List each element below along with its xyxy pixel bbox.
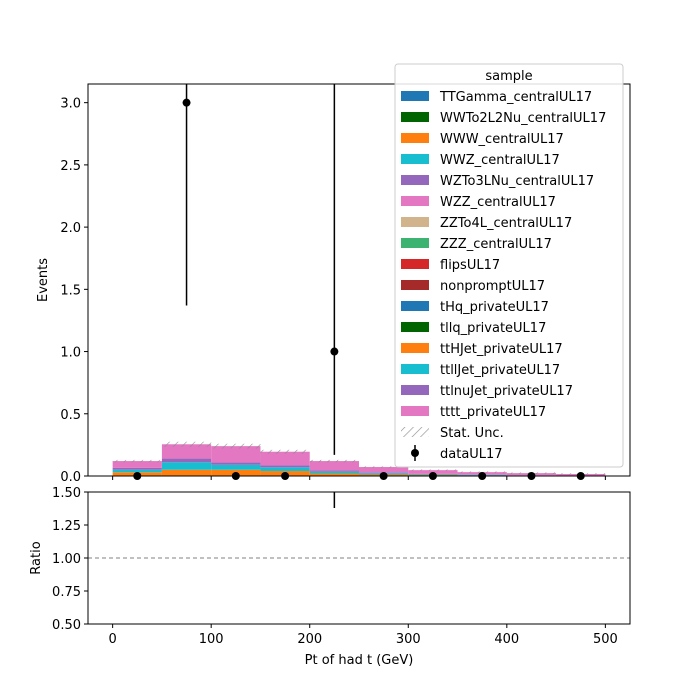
stat-unc-5 — [359, 466, 409, 468]
legend-label-3: WWZ_centralUL17 — [440, 153, 560, 168]
y-tick-label: 2.0 — [60, 221, 81, 236]
bar-ttHJet_privateUL17-1 — [161, 469, 212, 476]
legend-swatch-11 — [401, 322, 429, 332]
ratio-y-tick-label: 0.75 — [52, 585, 81, 600]
legend-label-data: dataUL17 — [440, 447, 503, 462]
legend-swatch-7 — [401, 238, 429, 248]
legend-label-13: ttllJet_privateUL17 — [440, 363, 560, 378]
bar-ttllJet_privateUL17-0 — [112, 469, 162, 473]
legend-label-2: WWW_centralUL17 — [440, 132, 564, 147]
data-point-4 — [330, 347, 339, 356]
ratio-axes-frame — [87, 491, 631, 625]
y-tick-label: 2.5 — [60, 159, 81, 174]
ratio-y-tick-label: 1.50 — [52, 486, 81, 501]
legend-label-0: TTGamma_centralUL17 — [439, 90, 592, 105]
stat-unc-0 — [112, 459, 162, 463]
bar-ttlnuJet_privateUL17-3 — [260, 465, 310, 468]
legend-label-15: tttt_privateUL17 — [440, 405, 546, 420]
y-tick-label: 1.5 — [60, 283, 81, 298]
legend-swatch-3 — [401, 154, 429, 164]
y-tick-label: 0.0 — [60, 470, 81, 485]
legend-swatch-0 — [401, 91, 429, 101]
legend-swatch-4 — [401, 175, 429, 185]
bar-tttt_privateUL17-5 — [359, 467, 409, 473]
x-tick-label: 300 — [396, 632, 421, 647]
legend-label-stat-unc: Stat. Unc. — [440, 426, 504, 441]
legend-label-7: ZZZ_centralUL17 — [440, 237, 552, 252]
bar-ttlnuJet_privateUL17-2 — [211, 462, 261, 465]
bar-ttllJet_privateUL17-3 — [260, 467, 310, 472]
legend-swatch-2 — [401, 133, 429, 143]
ratio-y-tick-label: 1.25 — [52, 519, 81, 534]
legend-swatch-6 — [401, 217, 429, 227]
legend-swatch-15 — [401, 406, 429, 416]
legend-data-marker — [411, 449, 419, 457]
bar-ttlnuJet_privateUL17-4 — [309, 470, 359, 472]
legend-label-12: ttHJet_privateUL17 — [440, 342, 563, 357]
y-tick-label: 3.0 — [60, 97, 81, 112]
x-tick-label: 100 — [199, 632, 224, 647]
legend-label-5: WZZ_centralUL17 — [440, 195, 556, 210]
bar-tttt_privateUL17-4 — [309, 461, 359, 471]
y-tick-label: 1.0 — [60, 346, 81, 361]
bar-ttllJet_privateUL17-1 — [161, 462, 212, 470]
bar-tttt_privateUL17-1 — [161, 444, 212, 459]
stat-unc-3 — [260, 449, 310, 454]
x-tick-label: 400 — [494, 632, 519, 647]
ratio-y-tick-label: 1.00 — [52, 552, 81, 567]
legend-swatch-8 — [401, 259, 429, 269]
legend-swatch-13 — [401, 364, 429, 374]
bar-ttHJet_privateUL17-4 — [309, 473, 359, 476]
bar-tttt_privateUL17-3 — [260, 451, 310, 466]
x-axis-label: Pt of had t (GeV) — [305, 653, 414, 668]
bar-tttt_privateUL17-0 — [112, 461, 162, 468]
bar-ttllJet_privateUL17-4 — [309, 471, 359, 474]
legend-swatch-stat-unc — [401, 427, 429, 437]
legend-swatch-1 — [401, 112, 429, 122]
stat-unc-1 — [161, 441, 212, 447]
legend-swatch-10 — [401, 301, 429, 311]
legend-label-9: nonpromptUL17 — [440, 279, 545, 294]
legend-label-14: ttlnuJet_privateUL17 — [440, 384, 573, 399]
legend-label-1: WWTo2L2Nu_centralUL17 — [440, 111, 606, 126]
legend: sample TTGamma_centralUL17 WWTo2L2Nu_centr… — [394, 63, 624, 468]
stat-unc-2 — [211, 443, 261, 449]
legend-label-10: tHq_privateUL17 — [440, 300, 549, 315]
legend-box — [394, 63, 624, 468]
x-tick-label: 0 — [108, 632, 116, 647]
bar-ttllJet_privateUL17-2 — [211, 464, 261, 470]
legend-swatch-5 — [401, 196, 429, 206]
y-axis-label: Events — [36, 258, 51, 302]
legend-label-11: tllq_privateUL17 — [440, 321, 546, 336]
bar-ttlnuJet_privateUL17-1 — [161, 458, 212, 463]
data-point-1 — [182, 98, 191, 107]
bar-tttt_privateUL17-2 — [211, 446, 261, 463]
x-tick-label: 500 — [593, 632, 618, 647]
legend-swatch-12 — [401, 343, 429, 353]
y-tick-label: 0.5 — [60, 408, 81, 423]
bar-ttlnuJet_privateUL17-0 — [112, 467, 162, 470]
legend-label-4: WZTo3LNu_centralUL17 — [440, 174, 594, 189]
stat-unc-6 — [408, 469, 458, 471]
legend-swatch-14 — [401, 385, 429, 395]
legend-label-8: flipsUL17 — [440, 258, 500, 273]
x-tick-label: 200 — [297, 632, 322, 647]
main-plot: 0.0 0.5 1.0 1.5 2.0 2.5 3.0 Events — [36, 83, 631, 485]
stat-unc-4 — [309, 459, 359, 463]
legend-swatch-9 — [401, 280, 429, 290]
legend-label-6: ZZTo4L_centralUL17 — [440, 216, 572, 231]
ratio-plot: 0.50 0.75 1.00 1.25 1.50 0 100 200 300 400 500 Rati… — [29, 486, 631, 668]
ratio-y-axis-label: Ratio — [29, 541, 44, 574]
legend-title: sample — [485, 69, 532, 84]
ratio-y-tick-label: 0.50 — [52, 618, 81, 633]
main-axes-frame — [87, 83, 631, 477]
